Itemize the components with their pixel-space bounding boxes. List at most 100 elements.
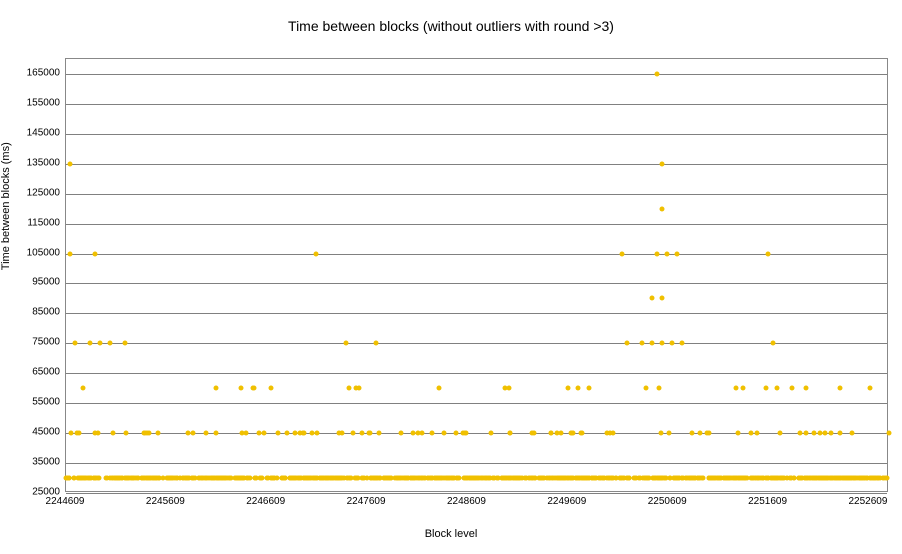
data-point xyxy=(838,431,843,436)
data-point xyxy=(108,341,113,346)
data-point xyxy=(660,161,665,166)
data-point xyxy=(181,476,186,481)
data-point xyxy=(252,386,257,391)
data-point xyxy=(422,476,427,481)
data-point xyxy=(73,341,78,346)
data-point xyxy=(565,476,570,481)
data-point xyxy=(339,431,344,436)
data-point xyxy=(237,476,242,481)
data-point xyxy=(625,341,630,346)
data-point xyxy=(558,431,563,436)
data-point xyxy=(732,476,737,481)
gridline xyxy=(66,343,887,344)
data-point xyxy=(502,476,507,481)
data-point xyxy=(276,431,281,436)
data-point xyxy=(570,431,575,436)
data-point xyxy=(472,476,477,481)
data-point xyxy=(548,476,553,481)
x-tick-label: 2246609 xyxy=(246,496,285,507)
data-point xyxy=(410,431,415,436)
data-point xyxy=(520,476,525,481)
data-point xyxy=(219,476,224,481)
data-point xyxy=(502,386,507,391)
data-point xyxy=(209,476,214,481)
data-point xyxy=(689,431,694,436)
data-point xyxy=(857,476,862,481)
data-point xyxy=(488,431,493,436)
data-point xyxy=(811,431,816,436)
data-point xyxy=(650,341,655,346)
data-point xyxy=(740,386,745,391)
data-point xyxy=(734,386,739,391)
data-point xyxy=(581,476,586,481)
data-point xyxy=(642,476,647,481)
y-axis-label: Time between blocks (ms) xyxy=(0,142,12,270)
data-point xyxy=(650,296,655,301)
x-tick-label: 2248609 xyxy=(447,496,486,507)
data-point xyxy=(225,476,230,481)
y-tick-label: 95000 xyxy=(20,277,60,288)
data-point xyxy=(123,341,128,346)
data-point xyxy=(576,386,581,391)
data-point xyxy=(409,476,414,481)
data-point xyxy=(797,431,802,436)
data-point xyxy=(395,476,400,481)
data-point xyxy=(549,431,554,436)
gridline xyxy=(66,164,887,165)
data-point xyxy=(105,476,110,481)
data-point xyxy=(110,431,115,436)
data-point xyxy=(154,476,159,481)
data-point xyxy=(754,431,759,436)
data-point xyxy=(773,476,778,481)
data-point xyxy=(244,476,249,481)
data-point xyxy=(804,476,809,481)
data-point xyxy=(804,386,809,391)
data-point xyxy=(239,431,244,436)
data-point xyxy=(660,296,665,301)
data-point xyxy=(751,476,756,481)
data-point xyxy=(68,161,73,166)
data-point xyxy=(763,386,768,391)
data-point xyxy=(253,476,258,481)
chart-container: Time between blocks (without outliers wi… xyxy=(0,0,902,554)
data-point xyxy=(281,476,286,481)
data-point xyxy=(665,251,670,256)
y-tick-label: 65000 xyxy=(20,367,60,378)
data-point xyxy=(437,386,442,391)
data-point xyxy=(736,431,741,436)
data-point xyxy=(145,431,150,436)
data-point xyxy=(314,251,319,256)
data-point xyxy=(565,386,570,391)
data-point xyxy=(71,476,76,481)
data-point xyxy=(667,431,672,436)
data-point xyxy=(486,476,491,481)
data-point xyxy=(748,431,753,436)
data-point xyxy=(116,476,121,481)
x-tick-label: 2244609 xyxy=(46,496,85,507)
gridline xyxy=(66,194,887,195)
x-tick-label: 2251609 xyxy=(748,496,787,507)
data-point xyxy=(601,476,606,481)
data-point xyxy=(675,476,680,481)
data-point xyxy=(716,476,721,481)
data-point xyxy=(272,476,277,481)
data-point xyxy=(849,476,854,481)
data-point xyxy=(634,476,639,481)
data-point xyxy=(360,431,365,436)
data-point xyxy=(290,476,295,481)
data-point xyxy=(640,341,645,346)
y-tick-label: 35000 xyxy=(20,457,60,468)
data-point xyxy=(213,431,218,436)
data-point xyxy=(98,341,103,346)
data-point xyxy=(346,386,351,391)
data-point xyxy=(810,476,815,481)
data-point xyxy=(464,431,469,436)
data-point xyxy=(259,476,264,481)
x-tick-label: 2245609 xyxy=(146,496,185,507)
data-point xyxy=(539,476,544,481)
data-point xyxy=(660,206,665,211)
data-point xyxy=(88,341,93,346)
data-point xyxy=(838,386,843,391)
y-tick-label: 115000 xyxy=(20,217,60,228)
data-point xyxy=(435,476,440,481)
